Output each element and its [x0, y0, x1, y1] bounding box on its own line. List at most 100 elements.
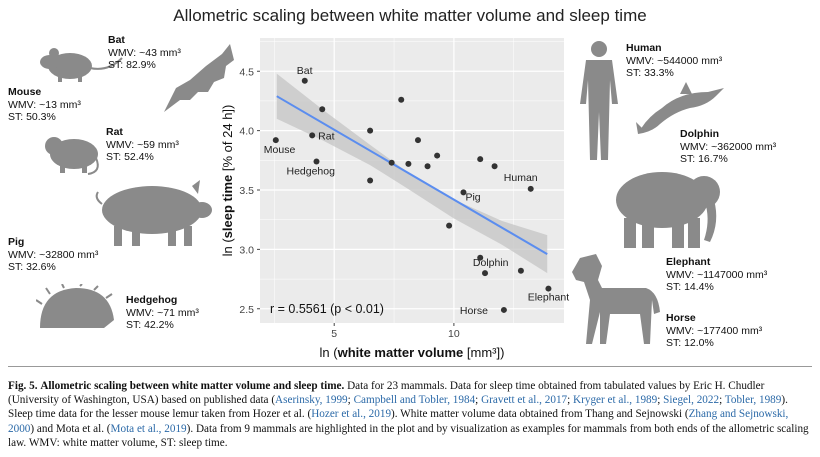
- data-point: [319, 106, 326, 113]
- x-axis-label: ln (white matter volume [mm³]): [320, 345, 505, 360]
- horse-st: ST: 12.0%: [666, 337, 714, 349]
- point-label-horse: Horse: [460, 305, 488, 317]
- x-tick-labels: 5 10: [331, 323, 460, 340]
- hedgehog-name: Hedgehog: [126, 294, 178, 306]
- pig-silhouette: [92, 180, 214, 248]
- scatter-plot: Bat Mouse Rat Hedgehog Pig Human Dolphin Elepha…: [220, 38, 569, 360]
- data-point: [414, 137, 421, 144]
- caption-text: ;: [719, 394, 725, 407]
- citation-link[interactable]: Campbell and Tobler, 1984: [353, 394, 476, 407]
- point-horse: [500, 306, 507, 313]
- bat-name: Bat: [108, 34, 125, 46]
- dolphin-st: ST: 16.7%: [680, 153, 728, 165]
- y-tick-label: 4.5: [239, 66, 254, 78]
- hedgehog-silhouette: [36, 284, 116, 332]
- confidence-band: [276, 73, 548, 274]
- horse-info: Horse WMV: ~177400 mm³ ST: 12.0%: [666, 312, 762, 350]
- mouse-info: Mouse WMV: ~13 mm³ ST: 50.3%: [8, 86, 81, 124]
- point-labels: Bat Mouse Rat Hedgehog Pig Human Dolphin Elepha…: [264, 65, 569, 317]
- horse-silhouette: [566, 252, 662, 346]
- point-label-elephant: Elephant: [528, 292, 570, 304]
- elephant-wmv: WMV: ~1147000 mm³: [666, 268, 768, 281]
- x-tick-label: 5: [331, 328, 337, 340]
- caption-heading: Allometric scaling between white matter …: [40, 380, 345, 392]
- caption-text: ). White matter volume data obtained fro…: [391, 408, 689, 421]
- rat-wmv: WMV: ~59 mm³: [106, 138, 179, 151]
- data-point: [491, 163, 498, 170]
- point-label-rat: Rat: [318, 130, 334, 142]
- y-axis-label: ln (sleep time [% of 24 h]): [220, 105, 235, 257]
- figure-caption: Fig. 5. Allometric scaling between white…: [8, 379, 812, 450]
- citation-link[interactable]: Siegel, 2022: [663, 394, 720, 407]
- correlation-annotation: r = 0.5561 (p < 0.01): [270, 302, 384, 316]
- pig-name: Pig: [8, 236, 25, 248]
- human-silhouette: [576, 40, 622, 164]
- figure-title: Allometric scaling between white matter …: [173, 6, 647, 25]
- mouse-silhouette: [38, 42, 124, 84]
- bat-silhouette: [156, 44, 240, 114]
- pig-info: Pig WMV: ~32800 mm³ ST: 32.6%: [8, 236, 98, 274]
- rat-st: ST: 52.4%: [106, 151, 154, 163]
- citation-link[interactable]: Kryger et al., 1989: [573, 394, 658, 407]
- point-human: [527, 185, 534, 192]
- regression-line: [276, 95, 548, 255]
- point-rat: [309, 132, 316, 139]
- data-point: [434, 152, 441, 159]
- x-tick-label: 10: [448, 328, 460, 340]
- dolphin-silhouette: [636, 78, 726, 140]
- human-name: Human: [626, 42, 662, 54]
- data-point: [477, 156, 484, 163]
- pig-st: ST: 32.6%: [8, 261, 56, 273]
- caption-text: ;: [567, 394, 574, 407]
- data-point: [446, 222, 453, 229]
- point-label-mouse: Mouse: [264, 144, 296, 156]
- caption-divider: [8, 366, 812, 367]
- y-tick-labels: 2.5 3.0 3.5 4.0 4.5: [239, 66, 260, 316]
- data-point: [482, 270, 489, 277]
- human-info: Human WMV: ~544000 mm³ ST: 33.3%: [626, 42, 722, 80]
- point-dolphin: [517, 267, 524, 274]
- pig-wmv: WMV: ~32800 mm³: [8, 248, 99, 261]
- point-label-human: Human: [504, 172, 538, 184]
- y-tick-label: 3.5: [239, 185, 254, 197]
- elephant-name: Elephant: [666, 256, 711, 268]
- y-tick-label: 2.5: [239, 304, 254, 316]
- caption-text: ). Sleep time data for the lesser mouse …: [8, 394, 788, 421]
- citation-link[interactable]: Tobler, 1989: [724, 394, 782, 407]
- point-pig: [460, 189, 467, 196]
- citation-link[interactable]: Aserinsky, 1999: [275, 394, 348, 407]
- point-label-bat: Bat: [297, 65, 313, 77]
- point-label-pig: Pig: [465, 191, 480, 203]
- rat-info: Rat WMV: ~59 mm³ ST: 52.4%: [106, 126, 179, 164]
- data-point: [367, 127, 374, 134]
- caption-label: Fig. 5.: [8, 380, 38, 392]
- human-st: ST: 33.3%: [626, 67, 674, 79]
- mouse-st: ST: 50.3%: [8, 111, 56, 123]
- citation-link[interactable]: Zhang and Sejnowski, 2000: [8, 408, 789, 435]
- point-label-dolphin: Dolphin: [473, 257, 509, 269]
- data-point: [367, 177, 374, 184]
- dolphin-info: Dolphin WMV: ~362000 mm³ ST: 16.7%: [680, 128, 776, 166]
- elephant-st: ST: 14.4%: [666, 281, 714, 293]
- y-tick-label: 3.0: [239, 244, 254, 256]
- caption-text: Data for 23 mammals. Data for sleep time…: [8, 380, 765, 407]
- citation-link[interactable]: Mota et al., 2019: [110, 422, 187, 435]
- y-tick-label: 4.0: [239, 126, 254, 138]
- dolphin-name: Dolphin: [680, 128, 720, 140]
- caption-text: ;: [475, 394, 482, 407]
- citation-link[interactable]: Hozer et al., 2019: [311, 408, 392, 421]
- point-hedgehog: [313, 158, 320, 165]
- data-point: [388, 159, 395, 166]
- rat-name: Rat: [106, 126, 123, 138]
- data-point: [405, 160, 412, 167]
- bat-wmv: WMV: ~43 mm³: [108, 46, 181, 59]
- bat-info: Bat WMV: ~43 mm³ ST: 82.9%: [108, 34, 181, 72]
- caption-text: ). Data from 9 mammals are highlighted i…: [8, 422, 809, 449]
- point-label-hedgehog: Hedgehog: [286, 166, 335, 178]
- data-point: [398, 96, 405, 103]
- data-points: [272, 77, 552, 313]
- point-elephant: [545, 285, 552, 292]
- citation-link[interactable]: Gravett et al., 2017: [481, 394, 568, 407]
- hedgehog-wmv: WMV: ~71 mm³: [126, 306, 199, 319]
- elephant-silhouette: [610, 166, 722, 250]
